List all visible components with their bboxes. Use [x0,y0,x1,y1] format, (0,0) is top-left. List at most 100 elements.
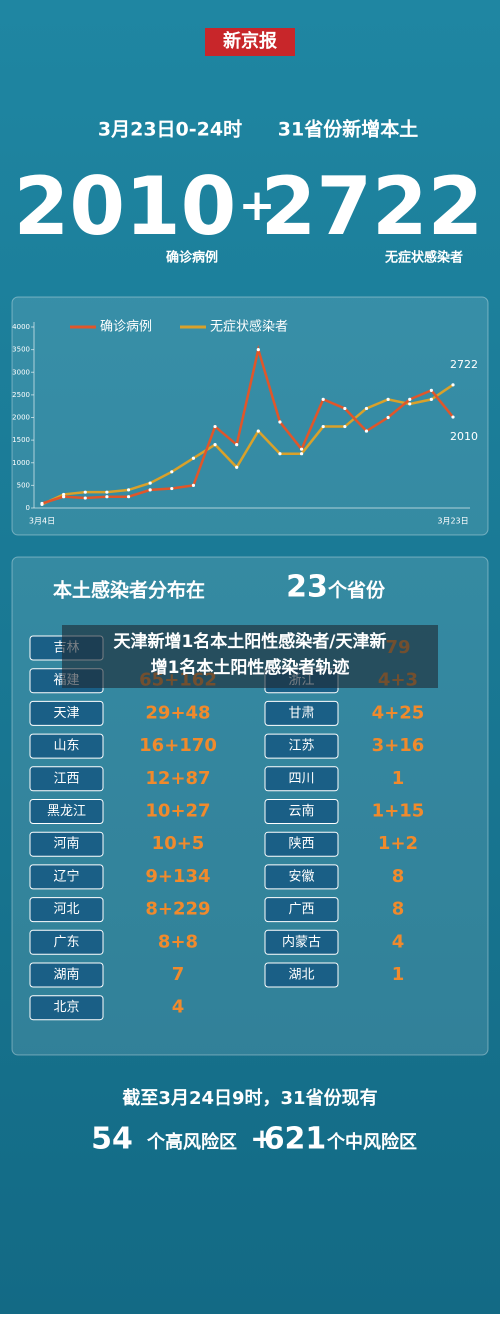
province-name: 河北 [53,902,79,917]
point [40,501,44,506]
province-box [29,995,104,1021]
point [278,452,282,456]
asymptomatic-label: 无症状感染者 [384,250,463,266]
point [148,481,152,485]
case-count: 4 [172,997,185,1018]
case-count: 3+16 [372,735,425,756]
point [386,415,390,420]
province-box [29,864,104,890]
province-box [264,700,339,726]
overlay-caption: 增1名本土阳性感染者轨迹 [151,657,350,678]
province-name: 山东 [53,739,79,754]
y-tick-label: 4000 [12,323,30,331]
point [235,443,239,447]
point [62,495,66,499]
province-box [264,929,339,955]
annotation: 2010 [450,430,478,443]
province-name: 江西 [53,771,79,786]
point [451,383,455,387]
series-line [41,383,454,506]
point [191,483,196,487]
logo: 新京报 [223,30,277,52]
point [148,488,152,492]
province-name: 安徽 [288,869,314,884]
point [83,490,87,494]
x-tick-label: 3月23日 [437,517,468,526]
point [321,397,325,401]
point [364,429,369,433]
point [213,424,217,429]
point [343,406,347,411]
point [343,424,347,429]
province-box [264,766,339,792]
y-tick-label: 1500 [12,436,30,444]
case-count: 1 [392,768,405,789]
y-tick-label: 3000 [12,368,30,376]
province-box [264,864,339,890]
point [213,443,217,447]
series-line [41,344,454,505]
case-count: 10+5 [152,833,205,854]
point [256,348,260,352]
point [299,447,304,451]
province-box [264,831,339,857]
point [235,465,239,469]
point [105,490,109,494]
point [62,492,66,497]
province-box [264,799,339,824]
province-name: 内蒙古 [282,934,321,950]
case-count: 4+25 [372,702,425,723]
table-title-num: 23 [286,570,328,605]
case-count: 4 [392,931,405,952]
province-box [29,733,104,759]
point [429,397,433,401]
case-count: 29+48 [145,702,210,723]
province-name: 北京 [53,1000,79,1015]
date: 3月23日0-24时 [98,119,242,141]
province-name: 湖南 [53,967,79,983]
legend-label: 确诊病例 [100,320,152,335]
logo-box [205,28,295,56]
point [364,406,369,411]
confirmed-big: 2010 [14,160,237,253]
province-box [264,733,339,759]
province-box [29,831,104,857]
province-box [29,929,104,955]
high-num: 54 [91,1122,133,1157]
case-count: 16+170 [139,735,217,756]
province-box [29,700,104,726]
point [408,397,412,401]
case-count: 1+15 [372,801,425,822]
overlay-caption: 天津新增1名本土阳性感染者/天津新 [113,631,386,652]
case-count: 1 [392,964,405,985]
high-label: 个高风险区 [146,1131,237,1153]
point [126,488,131,492]
province-box [29,799,104,824]
province-name: 湖北 [288,968,314,983]
confirmed-label: 确诊病例 [166,250,218,266]
province-box [264,897,339,923]
province-box [264,962,339,988]
case-count: 7 [172,964,185,985]
point [170,486,174,491]
asymptomatic-big: 2722 [261,160,484,253]
annotation: 2722 [450,358,478,371]
point [429,388,433,392]
y-tick-label: 3500 [12,346,30,354]
y-tick-label: 1000 [12,459,30,467]
y-tick-label: 2000 [12,414,30,422]
province-name: 陕西 [288,837,314,852]
plus: + [239,180,276,231]
mid-label: 个中风险区 [326,1131,417,1153]
point [256,429,260,433]
table-title-post: 个省份 [327,579,386,602]
point [170,470,174,474]
mid-num: 621 [264,1122,327,1157]
case-count: 12+87 [145,768,210,789]
province-name: 江苏 [288,738,314,754]
province-name: 辽宁 [53,868,79,884]
line-chart: 0 500 1000 1500 2000 2500 3000 3500 4000 3月4日 3月23… [12,319,478,526]
case-count: 8+229 [145,899,210,920]
case-count: 9+134 [145,866,210,887]
point [321,424,325,429]
